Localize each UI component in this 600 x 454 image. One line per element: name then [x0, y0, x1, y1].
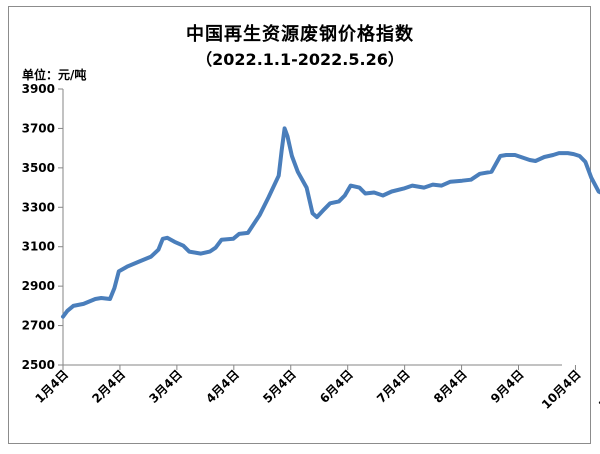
x-tick-label: 10月4日	[539, 367, 584, 412]
unit-label: 单位：元/吨	[22, 68, 87, 82]
x-tick-label: 2月4日	[89, 367, 128, 406]
y-tick-label: 3500	[22, 161, 55, 175]
y-tick-label: 3100	[22, 240, 55, 254]
y-tick-label: 2700	[22, 319, 55, 333]
x-tick-label: 11月4日	[596, 367, 600, 412]
y-axis-ticks: 2500 2700 2900 3100 3300 3500 3700 3900	[22, 82, 63, 372]
y-tick-label: 3700	[22, 121, 55, 135]
x-tick-label: 8月4日	[431, 367, 470, 406]
x-tick-label: 6月4日	[317, 367, 356, 406]
x-tick-label: 4月4日	[203, 367, 242, 406]
chart-subtitle: （2022.1.1-2022.5.26）	[196, 50, 404, 69]
y-tick-label: 3900	[22, 82, 55, 96]
x-tick-label: 5月4日	[260, 367, 299, 406]
series-group	[61, 126, 600, 319]
axes	[62, 89, 562, 366]
y-tick-label: 3300	[22, 200, 55, 214]
y-tick-label: 2500	[22, 358, 55, 372]
chart-title: 中国再生资源废钢价格指数	[186, 24, 414, 45]
x-tick-label: 1月4日	[32, 367, 71, 406]
chart-frame	[8, 6, 591, 444]
series-line	[61, 126, 600, 319]
x-tick-label: 7月4日	[374, 367, 413, 406]
x-tick-label: 9月4日	[488, 367, 527, 406]
x-tick-label: 3月4日	[146, 367, 185, 406]
y-tick-label: 2900	[22, 279, 55, 293]
x-axis-ticks: 1月4日 2月4日 3月4日 4月4日 5月4日 6月4日 7月4日 8月4日 9月4日 10月4…	[32, 365, 600, 412]
